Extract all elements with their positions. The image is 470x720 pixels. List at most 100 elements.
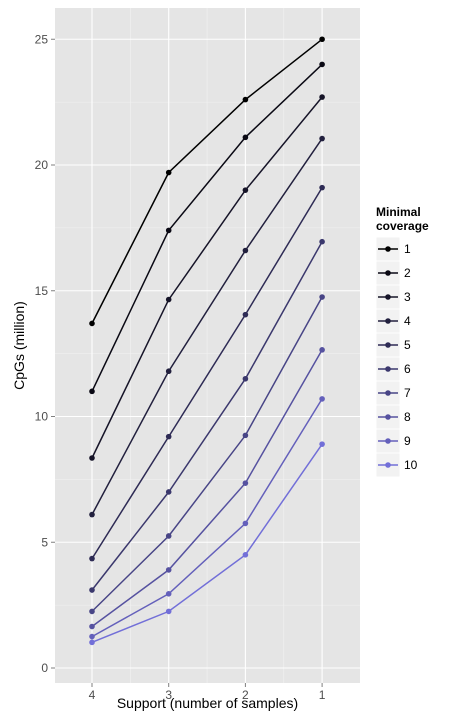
series-6: [89, 238, 325, 593]
x-tick-label: 4: [89, 688, 96, 702]
legend-key-point: [385, 318, 391, 324]
data-point-5-4: [89, 555, 95, 562]
series-7: [89, 294, 325, 615]
legend-item-5: 5: [375, 332, 411, 358]
series-9: [89, 396, 325, 640]
legend-label: 8: [404, 410, 411, 424]
legend-label: 4: [404, 314, 411, 328]
legend-title-line-2: coverage: [376, 219, 429, 233]
legend-item-3: 3: [375, 284, 411, 310]
data-point-9-4: [89, 633, 95, 640]
series-line-6: [91, 241, 323, 591]
legend-key-point: [385, 342, 391, 348]
y-tick-label: 20: [35, 158, 49, 172]
data-point-10-1: [319, 441, 325, 447]
x-tick-label: 1: [319, 688, 326, 702]
data-point-8-3: [165, 567, 172, 573]
legend-label: 2: [404, 266, 411, 280]
data-point-9-1: [319, 396, 325, 402]
legend-key-point: [385, 414, 391, 420]
series-line-2: [91, 63, 323, 392]
legend-title-line-1: Minimal: [376, 205, 421, 219]
y-tick-label: 5: [41, 535, 48, 549]
data-point-6-4: [89, 587, 95, 593]
series-line-7: [91, 296, 323, 612]
series-line-3: [91, 96, 323, 459]
data-point-6-3: [165, 489, 172, 495]
data-point-1-2: [242, 96, 249, 103]
data-point-8-4: [89, 623, 95, 630]
legend-key-point: [385, 366, 391, 372]
data-point-4-3: [165, 368, 172, 375]
series-line-10: [91, 443, 323, 643]
series-8: [89, 347, 325, 630]
legend-item-10: 10: [375, 452, 418, 478]
legend-item-8: 8: [375, 404, 411, 430]
data-point-6-1: [319, 238, 325, 245]
series-2: [89, 61, 325, 395]
legend-item-6: 6: [375, 356, 411, 382]
data-point-2-3: [165, 227, 172, 234]
legend-item-1: 1: [375, 236, 411, 262]
data-point-7-4: [89, 608, 95, 615]
x-tick-label: 2: [242, 688, 249, 702]
legend-key-point: [385, 270, 391, 276]
data-point-3-4: [89, 455, 95, 461]
legend-item-9: 9: [375, 428, 411, 454]
data-point-1-3: [165, 169, 172, 176]
legend-key-point: [385, 462, 391, 468]
legend-item-2: 2: [375, 260, 411, 286]
y-tick-label: 0: [41, 661, 48, 675]
series-line-4: [91, 138, 323, 515]
data-point-7-3: [165, 533, 172, 539]
data-point-8-2: [242, 480, 249, 486]
legend-item-7: 7: [375, 380, 411, 406]
legend: Minimal coverage 1 2 3 4 5 6 7 8 9 10: [375, 205, 429, 478]
data-point-3-3: [165, 296, 172, 303]
data-point-9-3: [165, 591, 172, 597]
data-point-3-2: [242, 187, 249, 193]
data-point-5-2: [242, 311, 249, 318]
data-point-2-2: [242, 134, 249, 141]
y-tick-label: 25: [35, 32, 49, 46]
series-line-9: [91, 398, 323, 638]
legend-label: 10: [404, 458, 418, 472]
data-point-4-4: [89, 511, 95, 518]
data-point-3-1: [319, 94, 325, 100]
data-point-6-2: [242, 375, 249, 382]
data-point-7-2: [242, 432, 249, 439]
legend-label: 1: [404, 242, 411, 256]
data-point-10-2: [242, 552, 249, 558]
data-point-4-1: [319, 135, 325, 142]
legend-label: 3: [404, 290, 411, 304]
data-point-8-1: [319, 347, 325, 353]
legend-label: 6: [404, 362, 411, 376]
legend-label: 9: [404, 434, 411, 448]
plot-panel: [55, 8, 360, 683]
y-tick-label: 15: [35, 284, 49, 298]
series-line-8: [91, 349, 323, 628]
series-5: [89, 184, 325, 562]
data-point-1-1: [319, 36, 325, 43]
series-1: [89, 36, 325, 327]
data-point-9-2: [242, 520, 249, 527]
series-3: [89, 94, 325, 461]
series-4: [89, 135, 325, 518]
series-10: [89, 441, 325, 646]
x-tick-label: 3: [165, 688, 172, 702]
y-axis-title: CpGs (million): [11, 301, 27, 390]
data-point-7-1: [319, 294, 325, 300]
legend-label: 5: [404, 338, 411, 352]
legend-key-point: [385, 294, 391, 300]
data-point-5-3: [165, 433, 172, 440]
legend-key-point: [385, 438, 391, 444]
data-point-4-2: [242, 247, 249, 254]
legend-key-point: [385, 390, 391, 396]
x-axis-title: Support (number of samples): [117, 695, 298, 711]
series-line-5: [91, 187, 323, 559]
series-line-1: [91, 38, 323, 324]
data-point-1-4: [89, 320, 95, 327]
data-point-10-4: [89, 639, 95, 646]
legend-item-4: 4: [375, 308, 411, 334]
